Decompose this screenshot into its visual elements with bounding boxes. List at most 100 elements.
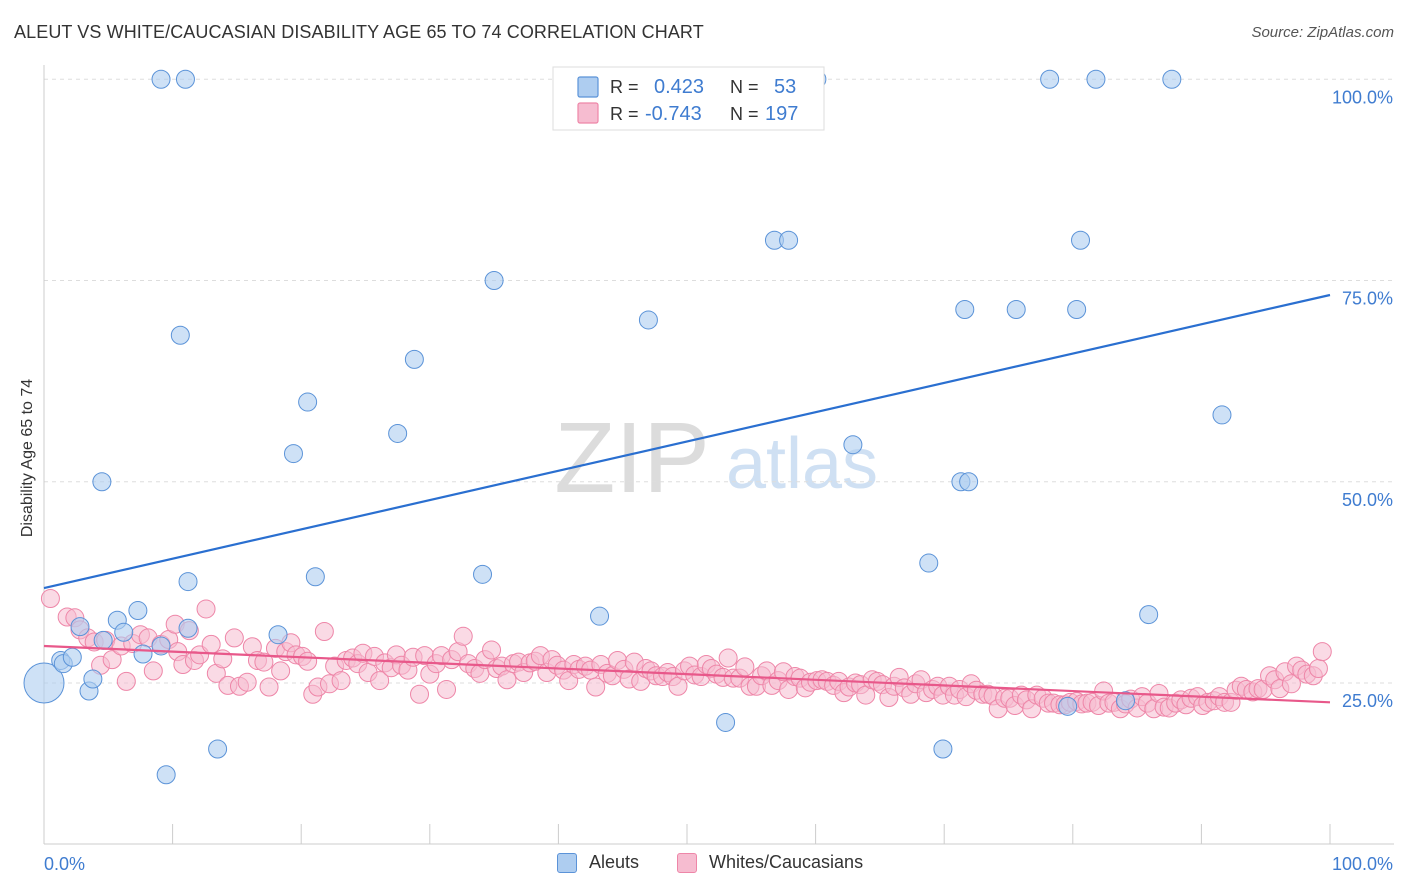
point-whites — [586, 677, 606, 697]
point-aleuts — [1139, 605, 1159, 625]
bottom-legend-item-aleuts: Aleuts — [557, 852, 639, 873]
bottom-legend-swatch-whites — [677, 852, 697, 873]
point-aleuts — [388, 423, 408, 443]
x-tick-label-min: 0.0% — [44, 854, 85, 874]
bottom-legend: Aleuts Whites/Caucasians — [0, 852, 1406, 876]
point-aleuts — [178, 572, 198, 592]
point-aleuts — [83, 669, 103, 689]
legend-n-label-whites: N = — [730, 104, 759, 124]
point-whites — [1308, 659, 1328, 679]
trendline-whites — [43, 644, 1331, 704]
point-whites — [237, 672, 257, 692]
point-whites — [201, 634, 221, 654]
point-aleuts — [955, 299, 975, 319]
point-aleuts — [1071, 230, 1091, 250]
chart-title: ALEUT VS WHITE/CAUCASIAN DISABILITY AGE … — [14, 22, 704, 42]
legend-r-label-aleuts: R = — [610, 77, 639, 97]
point-aleuts — [933, 739, 953, 759]
trendlines — [43, 293, 1331, 704]
point-aleuts — [473, 564, 493, 584]
point-whites — [410, 684, 430, 704]
point-aleuts — [298, 392, 318, 412]
point-whites — [224, 628, 244, 648]
point-aleuts — [208, 739, 228, 759]
point-whites — [143, 661, 163, 681]
watermark-zip: ZIP — [554, 402, 710, 514]
point-aleuts — [959, 472, 979, 492]
point-aleuts — [114, 622, 134, 642]
y-tick-label-75: 75.0% — [1342, 289, 1393, 309]
axes — [43, 65, 1394, 845]
legend-n-label-aleuts: N = — [730, 77, 759, 97]
point-aleuts — [70, 617, 90, 637]
point-aleuts — [1212, 405, 1232, 425]
point-aleuts — [93, 630, 113, 650]
point-aleuts — [1116, 691, 1136, 711]
y-tick-label-50: 50.0% — [1342, 490, 1393, 510]
point-aleuts — [1067, 299, 1087, 319]
point-aleuts — [779, 230, 799, 250]
legend-r-label-whites: R = — [610, 104, 639, 124]
legend-r-value-whites: -0.743 — [645, 103, 702, 125]
point-whites — [314, 621, 334, 641]
point-whites — [298, 651, 318, 671]
point-aleuts — [484, 271, 504, 290]
bottom-legend-label-whites: Whites/Caucasians — [709, 852, 864, 872]
legend: R = 0.423 N = 53 R = -0.743 N = 197 — [552, 66, 825, 131]
point-whites — [1312, 642, 1332, 662]
x-tick-label-max: 100.0% — [1332, 854, 1393, 874]
point-whites — [254, 652, 274, 672]
point-whites — [40, 588, 60, 608]
point-whites — [102, 650, 122, 670]
point-aleuts — [283, 444, 303, 464]
point-aleuts — [133, 644, 153, 664]
gridlines — [44, 78, 1394, 684]
watermark: ZIP atlas — [554, 402, 878, 514]
y-tick-labels: 25.0% 50.0% 75.0% 100.0% — [1332, 87, 1393, 711]
source-note: Source: ZipAtlas.com — [1251, 24, 1394, 41]
point-aleuts — [1006, 299, 1026, 319]
point-aleuts — [156, 765, 176, 785]
point-whites — [116, 671, 136, 691]
bottom-legend-label-aleuts: Aleuts — [589, 852, 640, 872]
bottom-legend-swatch-aleuts — [557, 852, 577, 873]
point-whites — [735, 657, 755, 677]
point-aleuts — [175, 69, 195, 89]
y-tick-label-100: 100.0% — [1332, 87, 1393, 107]
point-aleuts — [128, 601, 148, 621]
point-aleuts — [590, 606, 610, 626]
point-whites — [196, 599, 216, 619]
point-whites — [271, 661, 291, 681]
point-aleuts — [92, 472, 112, 492]
point-aleuts — [1162, 69, 1182, 89]
point-whites — [718, 648, 738, 668]
point-aleuts — [268, 625, 288, 645]
point-aleuts — [1086, 69, 1106, 89]
legend-swatch-aleuts — [577, 76, 599, 98]
point-whites — [437, 679, 457, 699]
point-whites — [331, 671, 351, 691]
legend-n-value-aleuts: 53 — [774, 76, 796, 98]
legend-n-value-whites: 197 — [765, 103, 798, 125]
bottom-legend-item-whites: Whites/Caucasians — [677, 852, 863, 873]
point-aleuts — [638, 310, 658, 330]
trendline-aleuts — [43, 293, 1331, 590]
point-whites — [497, 670, 517, 690]
y-tick-label-25: 25.0% — [1342, 691, 1393, 711]
point-aleuts — [170, 325, 190, 345]
point-whites — [1281, 674, 1301, 694]
point-whites — [370, 671, 390, 691]
legend-r-value-aleuts: 0.423 — [654, 76, 704, 98]
point-aleuts — [843, 435, 863, 455]
point-whites — [453, 626, 473, 646]
point-aleuts — [716, 712, 736, 732]
legend-swatch-whites — [577, 102, 599, 124]
point-aleuts — [1040, 69, 1060, 89]
point-aleuts — [1058, 696, 1078, 716]
point-aleuts — [178, 618, 198, 638]
x-tick-labels: 0.0% 100.0% — [44, 854, 1393, 874]
point-aleuts — [919, 553, 939, 573]
point-whites — [259, 677, 279, 697]
point-aleuts — [23, 662, 65, 704]
